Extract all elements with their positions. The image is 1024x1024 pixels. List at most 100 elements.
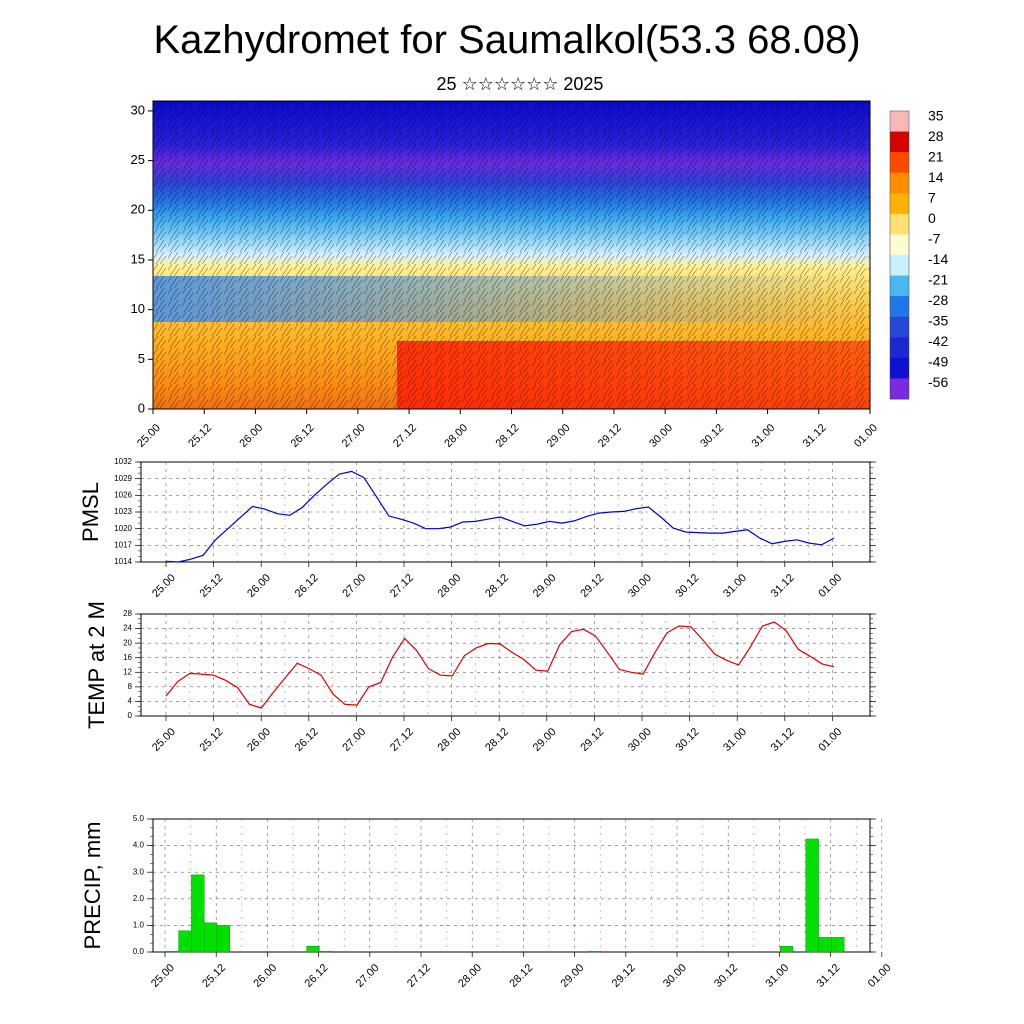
precip-frame xyxy=(152,818,871,953)
pmsl-xtick-label: 26.00 xyxy=(245,572,273,600)
pmsl-xtick-label: 31.12 xyxy=(769,572,797,600)
temp-line xyxy=(165,621,835,709)
temp-ytick-label: 28 xyxy=(123,609,132,618)
colorbar-label: 35 xyxy=(928,108,944,124)
colorbar-swatch xyxy=(890,213,909,235)
colorbar-label: 7 xyxy=(928,190,936,206)
cross-section-xtick-label: 28.00 xyxy=(442,422,470,450)
cross-section-ytick-label: 30 xyxy=(131,102,145,117)
precip-xtick-label: 28.00 xyxy=(456,962,484,990)
pmsl-xtick-label: 30.12 xyxy=(674,572,702,600)
colorbar-swatch xyxy=(890,131,909,153)
colorbar-swatch xyxy=(890,378,909,400)
precip-xtick-label: 30.12 xyxy=(712,962,740,990)
colorbar-swatch xyxy=(890,316,909,338)
temp-xtick-label: 26.00 xyxy=(245,726,273,754)
temp-xtick-label: 01.00 xyxy=(816,726,844,754)
precip-panel: 0.0 1.0 2.0 3.0 4.0 5.0 25.00 25.12 26.00 26.12 27… xyxy=(80,814,894,990)
cross-section-xtick-label: 30.00 xyxy=(647,422,675,450)
precip-xtick-label: 31.12 xyxy=(815,962,843,990)
colorbar-swatch xyxy=(890,111,909,133)
colorbar-swatch xyxy=(890,357,909,379)
pmsl-xtick-label: 25.00 xyxy=(150,572,178,600)
colorbar-label: -49 xyxy=(928,354,948,370)
cross-section-xtick-label: 29.12 xyxy=(596,422,624,450)
precip-ytick-label: 2.0 xyxy=(133,894,145,903)
temp-ytick-label: 4 xyxy=(128,697,133,706)
precip-bar xyxy=(178,930,192,953)
precip-xtick-label: 30.00 xyxy=(661,962,689,990)
pmsl-xtick-label: 30.00 xyxy=(626,572,654,600)
precip-ytick-label: 1.0 xyxy=(133,921,145,930)
temp-xtick-label: 28.12 xyxy=(483,726,511,754)
temp-xtick-label: 29.12 xyxy=(578,726,606,754)
precip-ytick-label: 0.0 xyxy=(133,947,145,956)
temp-xtick-label: 25.12 xyxy=(198,726,226,754)
temp-ytick-label: 8 xyxy=(128,682,133,691)
colorbar-swatch xyxy=(890,193,909,215)
temp-xtick-label: 30.00 xyxy=(626,726,654,754)
precip-ytick-label: 5.0 xyxy=(133,814,145,823)
cross-section-xtick-label: 26.12 xyxy=(289,422,317,450)
colorbar-label: -7 xyxy=(928,231,941,247)
cross-section-xtick-label: 28.12 xyxy=(493,422,521,450)
cross-section-xtick-label: 29.00 xyxy=(545,422,573,450)
precip-bar xyxy=(216,925,231,953)
pmsl-ylabel: PMSL xyxy=(78,482,103,542)
precip-bar xyxy=(805,838,819,953)
temp-xtick-label: 27.12 xyxy=(388,726,416,754)
pmsl-ytick-label: 1029 xyxy=(114,474,132,483)
pmsl-xtick-label: 26.12 xyxy=(293,572,321,600)
temp-ytick-label: 0 xyxy=(128,711,133,720)
precip-xtick-label: 28.12 xyxy=(507,962,535,990)
colorbar-swatch xyxy=(890,172,909,194)
colorbar-label: 21 xyxy=(928,149,944,165)
precip-bar xyxy=(831,937,845,953)
colorbar-label: -21 xyxy=(928,272,948,288)
precip-bar xyxy=(319,951,333,953)
pmsl-xtick-label: 29.12 xyxy=(578,572,606,600)
colorbar-label: -56 xyxy=(928,374,948,390)
pmsl-panel: 1014 1017 1020 1023 1026 1029 1032 25.00 25.12 26… xyxy=(78,457,876,600)
colorbar-label: -42 xyxy=(928,333,948,349)
cross-section-xtick-label: 25.12 xyxy=(186,422,214,450)
pmsl-xtick-label: 27.00 xyxy=(340,572,368,600)
precip-bar xyxy=(780,945,794,953)
cross-section-xtick-label: 27.12 xyxy=(391,422,419,450)
colorbar-label: 0 xyxy=(928,210,936,226)
temp-xtick-label: 31.12 xyxy=(769,726,797,754)
cross-section-xtick-label: 25.00 xyxy=(135,422,163,450)
precip-bar xyxy=(588,951,602,953)
cross-section-xtick-label: 01.00 xyxy=(852,422,880,450)
pmsl-xtick-label: 31.00 xyxy=(721,572,749,600)
pmsl-ytick-label: 1023 xyxy=(114,507,132,516)
cross-section-xtick-label: 31.00 xyxy=(750,422,778,450)
cross-section-wind-barbs xyxy=(153,101,870,409)
pmsl-xtick-label: 28.12 xyxy=(483,572,511,600)
chart-subtitle: 25 ☆☆☆☆☆☆ 2025 xyxy=(436,74,604,94)
cross-section-ytick-label: 10 xyxy=(131,301,145,316)
colorbar-swatch xyxy=(890,337,909,359)
colorbar-swatch xyxy=(890,152,909,174)
temp-frame xyxy=(140,613,871,717)
colorbar-label: -14 xyxy=(928,251,948,267)
pmsl-ytick-label: 1032 xyxy=(114,457,132,466)
cross-section-ytick-label: 0 xyxy=(138,400,145,415)
colorbar-swatch xyxy=(890,275,909,297)
temp-ytick-label: 20 xyxy=(123,638,132,647)
cross-section-xtick-label: 31.12 xyxy=(801,422,829,450)
cross-section-xtick-label: 30.12 xyxy=(698,422,726,450)
pmsl-ytick-label: 1026 xyxy=(114,490,132,499)
precip-xtick-label: 26.00 xyxy=(251,962,279,990)
temp-panel: 0 4 8 12 16 20 24 28 25.00 25.12 26.00 26.12 27.00 27… xyxy=(84,601,876,754)
cross-section-ytick-label: 20 xyxy=(131,202,145,217)
colorbar: 35 28 21 14 7 0 -7 -14 -21 -28 -35 -42 -49 -56 xyxy=(889,108,948,400)
precip-xtick-label: 29.12 xyxy=(610,962,638,990)
pmsl-xtick-label: 27.12 xyxy=(388,572,416,600)
chart-title: Kazhydromet for Saumalkol(53.3 68.08) xyxy=(153,18,861,62)
pmsl-line xyxy=(165,470,835,563)
temp-xtick-label: 29.00 xyxy=(531,726,559,754)
precip-bar xyxy=(818,937,832,953)
cross-section-panel: 0 5 10 15 20 25 30 25.00 25.12 26.00 26.12 27.00 27.… xyxy=(131,100,880,450)
